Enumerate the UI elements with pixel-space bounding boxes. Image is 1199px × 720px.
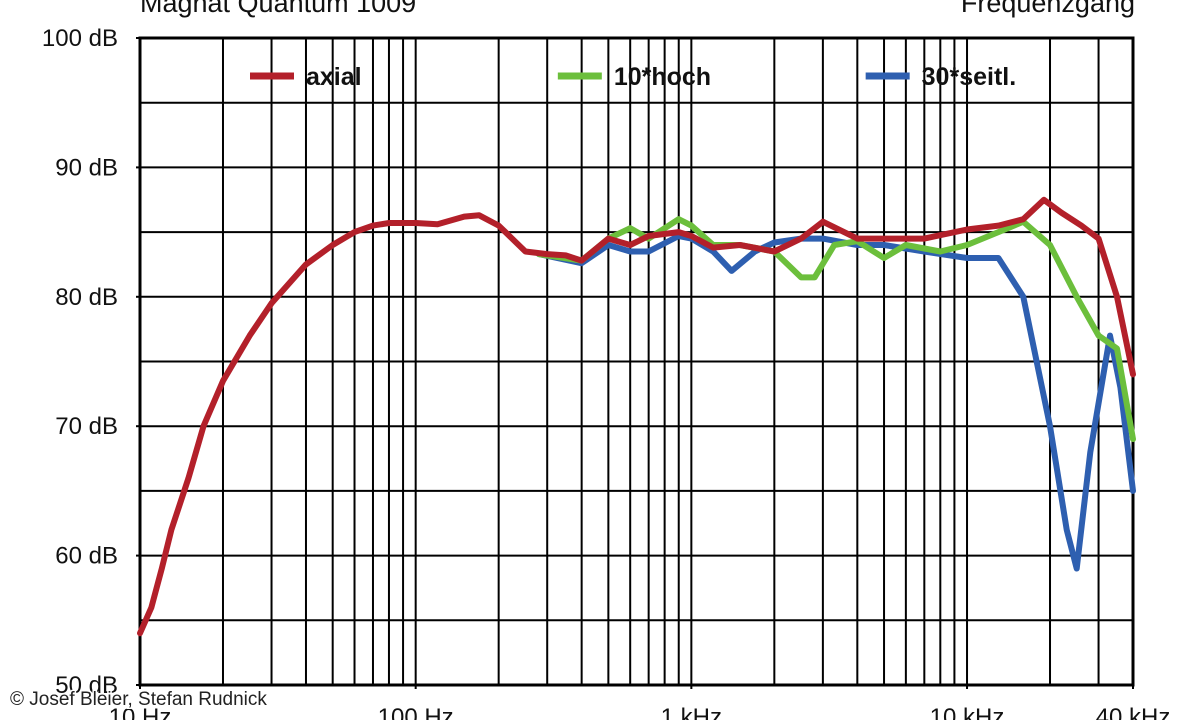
chart-title: Magnat Quantum 1009 (140, 0, 416, 18)
y-tick-label: 60 dB (55, 543, 118, 570)
chart-subtitle: Frequenzgang (961, 0, 1135, 18)
x-tick-label: 40 kHz (1096, 704, 1171, 720)
y-tick-label: 70 dB (55, 413, 118, 440)
x-tick-label: 10 Hz (109, 704, 172, 720)
y-tick-label: 50 dB (55, 672, 118, 699)
legend-label: 30*seitl. (922, 63, 1017, 91)
series-line (535, 233, 1136, 572)
legend-label: axial (306, 63, 362, 91)
x-tick-label: 10 kHz (930, 704, 1005, 720)
x-tick-label: 100 Hz (378, 704, 454, 720)
credit: © Josef Bleier, Stefan Rudnick (10, 689, 267, 710)
legend-label: 10*hoch (614, 63, 711, 91)
y-tick-label: 90 dB (55, 154, 118, 181)
y-tick-label: 100 dB (42, 25, 118, 52)
series-line (137, 196, 1136, 637)
legend: axial 10*hoch 30*seitl. (250, 63, 1016, 91)
y-tick-label: 80 dB (55, 284, 118, 311)
x-tick-label: 1 kHz (661, 704, 722, 720)
